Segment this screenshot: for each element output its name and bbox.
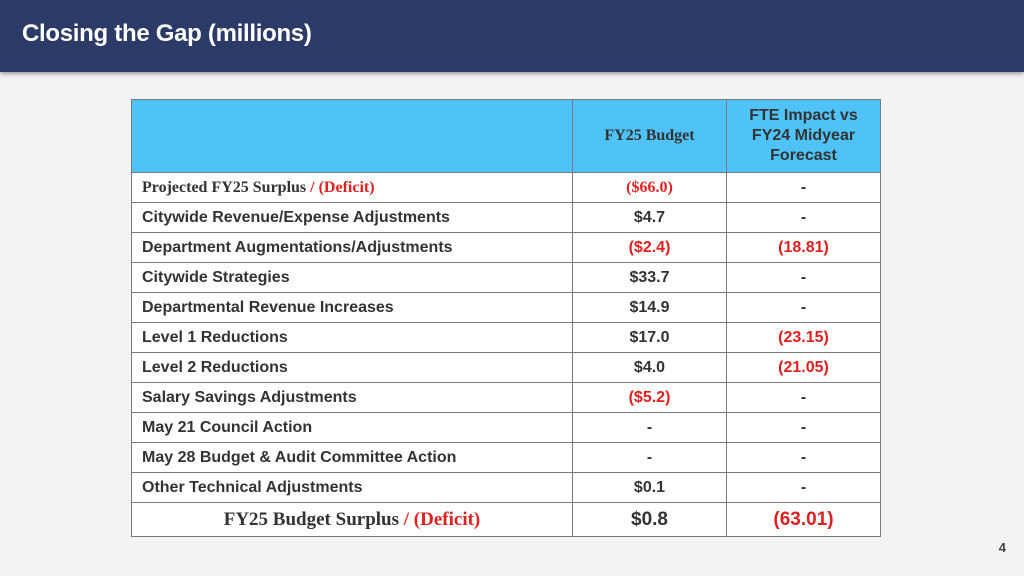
fte-cell: - (726, 172, 881, 203)
table-row: Level 1 Reductions $17.0 (23.15) (131, 322, 881, 353)
fte-cell: - (726, 382, 881, 413)
budget-cell: $4.0 (572, 352, 727, 383)
budget-cell: ($66.0) (572, 172, 727, 203)
row-label: May 21 Council Action (131, 412, 573, 443)
row-label: Citywide Revenue/Expense Adjustments (131, 202, 573, 233)
row-label: Departmental Revenue Increases (131, 292, 573, 323)
row-label: Level 1 Reductions (131, 322, 573, 353)
row-label: Department Augmentations/Adjustments (131, 232, 573, 263)
table-row-projected: Projected FY25 Surplus / (Deficit) ($66.… (131, 172, 881, 203)
table-row: May 21 Council Action - - (131, 412, 881, 443)
budget-cell: $33.7 (572, 262, 727, 293)
table-row: Departmental Revenue Increases $14.9- (131, 292, 881, 323)
row-label: May 28 Budget & Audit Committee Action (131, 442, 573, 473)
table-row: May 28 Budget & Audit Committee Action - - (131, 442, 881, 473)
budget-cell: - (572, 442, 727, 473)
budget-cell: $0.1 (572, 472, 727, 503)
table-row: Other Technical Adjustments $0.1- (131, 472, 881, 503)
column-header-budget: FY25 Budget (572, 99, 727, 173)
budget-cell: $14.9 (572, 292, 727, 323)
row-label: Projected FY25 Surplus / (Deficit) (131, 172, 573, 203)
fte-cell: - (726, 292, 881, 323)
table-row-total: FY25 Budget Surplus / (Deficit) $0.8 (63… (131, 502, 881, 537)
table-row: Level 2 Reductions $4.0 (21.05) (131, 352, 881, 383)
fte-cell: - (726, 472, 881, 503)
fte-cell: - (726, 412, 881, 443)
total-budget-cell: $0.8 (572, 502, 727, 537)
row-label: Salary Savings Adjustments (131, 382, 573, 413)
fte-cell: (21.05) (726, 352, 881, 383)
slide-header: Closing the Gap (millions) (0, 0, 1024, 72)
total-fte-cell: (63.01) (726, 502, 881, 537)
table-header-row: FY25 Budget FTE Impact vs FY24 Midyear F… (131, 99, 881, 173)
total-label: FY25 Budget Surplus / (Deficit) (131, 502, 573, 537)
budget-cell: - (572, 412, 727, 443)
fte-cell: - (726, 202, 881, 233)
page-number: 4 (998, 540, 1006, 555)
closing-gap-table: FY25 Budget FTE Impact vs FY24 Midyear F… (131, 99, 881, 537)
fte-cell: - (726, 442, 881, 473)
budget-cell: ($5.2) (572, 382, 727, 413)
table-row: Department Augmentations/Adjustments ($2.… (131, 232, 881, 263)
fte-cell: (23.15) (726, 322, 881, 353)
row-label: Other Technical Adjustments (131, 472, 573, 503)
row-label: Level 2 Reductions (131, 352, 573, 383)
table-row: Citywide Strategies $33.7- (131, 262, 881, 293)
column-header-fte: FTE Impact vs FY24 Midyear Forecast (726, 99, 881, 173)
fte-cell: (18.81) (726, 232, 881, 263)
row-label: Citywide Strategies (131, 262, 573, 293)
budget-cell: ($2.4) (572, 232, 727, 263)
fte-cell: - (726, 262, 881, 293)
budget-cell: $17.0 (572, 322, 727, 353)
table-row: Salary Savings Adjustments ($5.2) - (131, 382, 881, 413)
page-title: Closing the Gap (millions) (22, 20, 312, 47)
budget-cell: $4.7 (572, 202, 727, 233)
column-header-label (131, 99, 573, 173)
table-row: Citywide Revenue/Expense Adjustments $4.7… (131, 202, 881, 233)
